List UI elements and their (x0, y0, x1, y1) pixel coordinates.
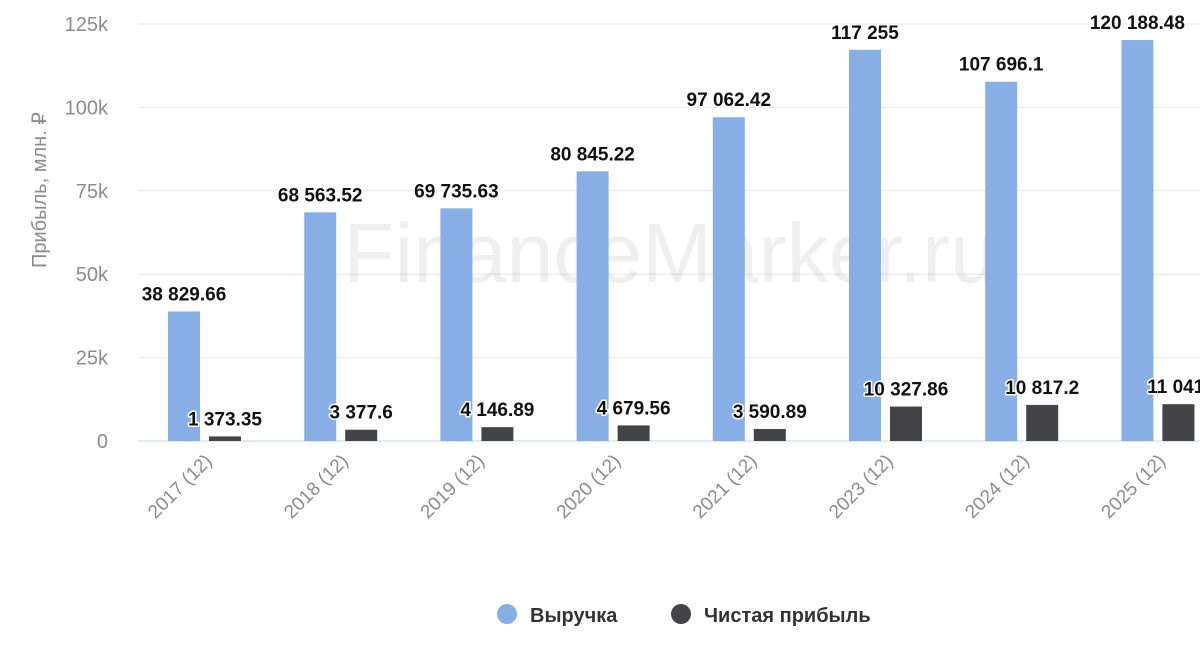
x-tick-label: 2018 (12) (280, 451, 352, 523)
data-label-revenue: 107 696.1 (959, 55, 1044, 76)
legend-label-net-profit: Чистая прибыль (704, 605, 871, 627)
data-label-net-profit: 11 041. (1147, 377, 1200, 398)
y-tick-label: 50k (76, 264, 109, 286)
y-tick-label: 125k (65, 14, 109, 36)
bar-net-profit[interactable] (209, 436, 241, 441)
bar-revenue[interactable] (440, 208, 473, 441)
legend-marker-net-profit (671, 604, 691, 624)
bar-revenue[interactable] (168, 311, 200, 441)
data-label-revenue: 117 255 (831, 23, 899, 44)
bar-net-profit[interactable] (617, 425, 650, 441)
data-label-revenue: 97 062.42 (687, 90, 772, 111)
bar-revenue[interactable] (1121, 40, 1154, 441)
bar-revenue[interactable] (985, 81, 1018, 442)
y-tick-label: 100k (65, 97, 109, 119)
legend: Выручка Чистая прибыль (497, 604, 871, 627)
bar-revenue[interactable] (304, 212, 337, 441)
x-axis-ticks: 2017 (12) 2018 (12) 2019 (12) 2020 (12) 2021… (144, 451, 1170, 523)
x-tick-label: 2025 (12) (1098, 451, 1170, 523)
legend-item-revenue[interactable]: Выручка (497, 604, 618, 627)
data-label-net-profit: 4 679.56 (597, 398, 671, 419)
bar-net-profit[interactable] (1026, 404, 1059, 441)
data-label-revenue: 69 735.63 (414, 181, 499, 202)
data-label-net-profit: 3 590.89 (733, 402, 807, 423)
bar-revenue[interactable] (712, 117, 745, 441)
data-label-net-profit: 10 817.2 (1005, 378, 1079, 399)
y-tick-label: 25k (76, 348, 109, 370)
data-label-net-profit: 4 146.89 (460, 400, 534, 421)
x-tick-label: 2021 (12) (689, 451, 761, 523)
x-tick-label: 2024 (12) (961, 451, 1033, 523)
bar-net-profit[interactable] (890, 406, 922, 441)
bar-net-profit[interactable] (753, 429, 786, 441)
data-label-net-profit: 3 377.6 (329, 403, 392, 424)
bar-net-profit[interactable] (1162, 404, 1195, 441)
legend-item-net-profit[interactable]: Чистая прибыль (671, 604, 871, 627)
x-tick-label: 2019 (12) (417, 451, 489, 523)
x-tick-label: 2017 (12) (144, 451, 216, 523)
bar-revenue[interactable] (576, 171, 609, 441)
y-axis-title: Прибыль, млн. ₽ (29, 112, 51, 268)
y-tick-label: 75k (76, 181, 109, 203)
legend-marker-revenue (497, 604, 517, 624)
data-label-net-profit: 10 327.86 (864, 380, 949, 401)
x-tick-label: 2020 (12) (553, 451, 625, 523)
bar-net-profit[interactable] (481, 427, 514, 441)
data-label-revenue: 68 563.52 (278, 185, 363, 206)
x-tick-label: 2023 (12) (825, 451, 897, 523)
bar-net-profit[interactable] (345, 429, 378, 441)
data-label-net-profit: 1 373.35 (188, 409, 262, 430)
bars (168, 40, 1195, 442)
legend-label-revenue: Выручка (530, 605, 618, 627)
data-label-revenue: 38 829.66 (142, 284, 227, 305)
bar-revenue[interactable] (849, 49, 881, 442)
y-tick-label: 0 (97, 431, 108, 453)
data-label-revenue: 120 188.48 (1090, 13, 1185, 34)
data-label-revenue: 80 845.22 (550, 144, 635, 165)
y-axis-ticks: 0 25k 50k 75k 100k 125k (65, 14, 109, 453)
data-labels: 38 829.66 1 373.35 68 563.52 3 377.6 69 735.… (140, 12, 1200, 432)
